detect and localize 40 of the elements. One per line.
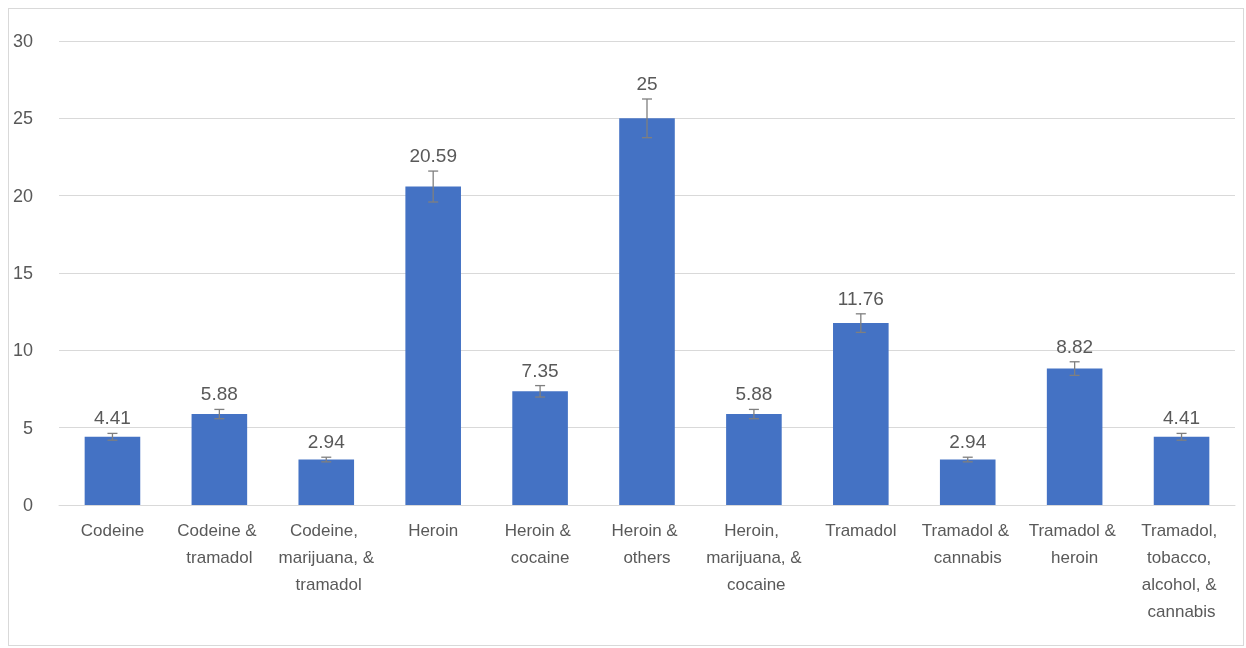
data-label: 4.41 (1163, 407, 1201, 429)
y-tick-label: 15 (12, 263, 33, 283)
x-tick-label: Heroin & others (611, 521, 683, 567)
x-tick-label: Codeine (80, 521, 145, 540)
bar (726, 414, 782, 505)
x-tick-label: Heroin (408, 521, 459, 540)
bar (405, 186, 461, 505)
data-label: 5.88 (735, 383, 773, 405)
data-label: 11.76 (837, 287, 884, 309)
data-label: 20.59 (409, 145, 457, 167)
x-tick-label: Tramadol & heroin (1028, 521, 1121, 567)
x-tick-label: Tramadol (825, 521, 897, 540)
x-tick-label: Heroin, marijuana, & cocaine (706, 521, 803, 594)
bar (512, 391, 568, 505)
bar (1153, 436, 1210, 505)
bar (619, 118, 675, 505)
x-tick-label: Tramadol & cannabis (921, 521, 1014, 567)
y-tick-label: 0 (22, 495, 33, 515)
x-tick-label: Tramadol, tobacco, alcohol, & cannabis (1141, 521, 1222, 621)
data-label: 2.94 (307, 431, 346, 453)
data-label: 2.94 (949, 431, 987, 453)
x-tick-label: Codeine, marijuana, & tramadol (278, 521, 375, 594)
y-tick-label: 10 (12, 340, 33, 361)
y-tick-label: 30 (12, 31, 33, 51)
x-tick-label: Codeine & tramadol (177, 521, 262, 567)
bar (939, 459, 996, 505)
x-tick-label: Heroin & cocaine (504, 521, 576, 567)
bar (1046, 368, 1103, 505)
data-label: 7.35 (521, 359, 559, 381)
y-tick-label: 25 (12, 108, 33, 129)
data-label: 25 (636, 73, 658, 94)
data-label: 8.82 (1056, 335, 1094, 357)
bar (191, 414, 248, 505)
bar (298, 459, 355, 505)
y-tick-label: 5 (22, 417, 33, 438)
y-tick-label: 20 (12, 185, 33, 206)
bar (833, 323, 889, 505)
bar (84, 436, 141, 505)
data-label: 5.88 (200, 383, 238, 405)
data-label: 4.41 (93, 407, 131, 429)
